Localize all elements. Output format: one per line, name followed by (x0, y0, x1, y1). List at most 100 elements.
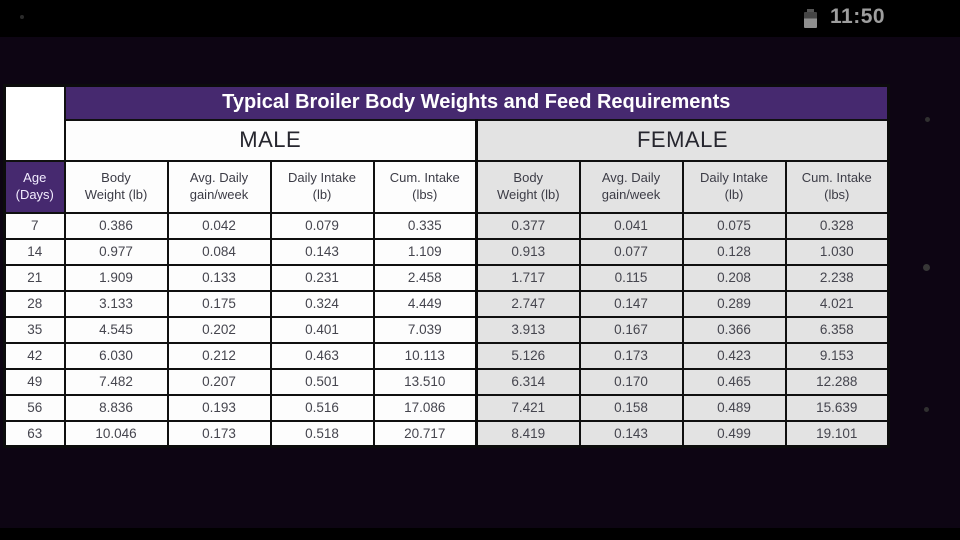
female-data-cell: 4.021 (784, 289, 890, 318)
female-data-cell: 15.639 (784, 393, 890, 422)
male-data-cell: 7.039 (372, 315, 478, 344)
age-header-line2: (Days) (15, 186, 54, 202)
male-data-cell: 0.386 (63, 211, 169, 240)
male-data-cell: 0.518 (269, 419, 375, 448)
female-data-cell: 9.153 (784, 341, 890, 370)
male-data-cell: 1.909 (63, 263, 169, 292)
female-cum-intake-header: Cum. Intake (lbs) (784, 159, 890, 214)
male-data-cell: 0.324 (269, 289, 375, 318)
female-data-cell: 0.158 (578, 393, 684, 422)
male-data-cell: 0.079 (269, 211, 375, 240)
column-header-row: Age (Days) Body Weight (lb) Avg. Daily g… (3, 159, 890, 214)
header-line: (lbs) (412, 186, 438, 202)
female-data-cell: 8.419 (475, 419, 581, 448)
female-data-cell: 6.314 (475, 367, 581, 396)
indicator-dot (925, 117, 930, 122)
male-data-cell: 0.143 (269, 237, 375, 266)
male-data-cell: 10.046 (63, 419, 169, 448)
age-cell: 21 (3, 263, 66, 292)
table-row: 56 8.836 0.193 0.516 17.086 7.421 0.158 0.489 15… (3, 393, 890, 422)
female-data-cell: 7.421 (475, 393, 581, 422)
female-data-cell: 1.717 (475, 263, 581, 292)
header-line: Weight (lb) (496, 186, 560, 202)
header-line: Cum. Intake (389, 169, 460, 185)
age-cell: 28 (3, 289, 66, 318)
female-data-cell: 0.167 (578, 315, 684, 344)
male-data-cell: 2.458 (372, 263, 478, 292)
male-data-cell: 0.463 (269, 341, 375, 370)
document-view: Typical Broiler Body Weights and Feed Re… (0, 37, 960, 528)
male-data-cell: 0.202 (166, 315, 272, 344)
header-line: Avg. Daily (189, 169, 249, 185)
male-cum-intake-header: Cum. Intake (lbs) (372, 159, 478, 214)
female-data-cell: 0.377 (475, 211, 581, 240)
female-data-cell: 1.030 (784, 237, 890, 266)
table-row: 49 7.482 0.207 0.501 13.510 6.314 0.170 0.465 12… (3, 367, 890, 396)
age-cell: 49 (3, 367, 66, 396)
male-daily-intake-header: Daily Intake (lb) (269, 159, 375, 214)
header-line: Body (101, 169, 131, 185)
table-row: 14 0.977 0.084 0.143 1.109 0.913 0.077 0.128 1.0… (3, 237, 890, 266)
broiler-weights-table: Typical Broiler Body Weights and Feed Re… (3, 84, 890, 448)
age-cell: 63 (3, 419, 66, 448)
female-data-cell: 5.126 (475, 341, 581, 370)
header-line: Body (513, 169, 544, 185)
header-line: Avg. Daily (601, 169, 661, 185)
male-data-cell: 4.449 (372, 289, 478, 318)
male-data-cell: 17.086 (372, 393, 478, 422)
female-data-cell: 0.465 (681, 367, 787, 396)
header-line: Weight (lb) (84, 186, 148, 202)
male-body-weight-header: Body Weight (lb) (63, 159, 169, 214)
table-row: 35 4.545 0.202 0.401 7.039 3.913 0.167 0.366 6.3… (3, 315, 890, 344)
male-data-cell: 6.030 (63, 341, 169, 370)
table-row: 42 6.030 0.212 0.463 10.113 5.126 0.173 0.423 9.… (3, 341, 890, 370)
header-line: Daily Intake (288, 169, 356, 185)
header-line: (lb) (724, 186, 744, 202)
female-daily-intake-header: Daily Intake (lb) (681, 159, 787, 214)
male-data-cell: 0.231 (269, 263, 375, 292)
title-row: Typical Broiler Body Weights and Feed Re… (3, 84, 890, 162)
female-data-cell: 0.366 (681, 315, 787, 344)
indicator-dot (924, 407, 929, 412)
female-data-cell: 0.173 (578, 341, 684, 370)
female-data-cell: 0.077 (578, 237, 684, 266)
female-data-cell: 0.208 (681, 263, 787, 292)
male-data-cell: 8.836 (63, 393, 169, 422)
status-dot (20, 15, 24, 19)
female-data-cell: 0.328 (784, 211, 890, 240)
female-data-cell: 0.170 (578, 367, 684, 396)
female-data-cell: 6.358 (784, 315, 890, 344)
age-cell: 42 (3, 341, 66, 370)
table-row: 28 3.133 0.175 0.324 4.449 2.747 0.147 0.289 4.0… (3, 289, 890, 318)
male-data-cell: 0.173 (166, 419, 272, 448)
table-title: Typical Broiler Body Weights and Feed Re… (63, 84, 890, 121)
female-data-cell: 19.101 (784, 419, 890, 448)
indicator-dot (923, 264, 930, 271)
section-row: MALE FEMALE (5, 118, 890, 162)
female-data-cell: 12.288 (784, 367, 890, 396)
female-data-cell: 0.499 (681, 419, 787, 448)
table-row: 63 10.046 0.173 0.518 20.717 8.419 0.143 0.499 1… (3, 419, 890, 448)
age-cell: 56 (3, 393, 66, 422)
female-data-cell: 0.075 (681, 211, 787, 240)
female-data-cell: 0.128 (681, 237, 787, 266)
male-avg-daily-gain-header: Avg. Daily gain/week (166, 159, 272, 214)
female-data-cell: 0.041 (578, 211, 684, 240)
male-data-cell: 20.717 (372, 419, 478, 448)
male-data-cell: 0.042 (166, 211, 272, 240)
header-line: Cum. Intake (801, 169, 872, 185)
age-cell: 14 (3, 237, 66, 266)
female-data-cell: 0.913 (475, 237, 581, 266)
male-data-cell: 1.109 (372, 237, 478, 266)
table-row: 21 1.909 0.133 0.231 2.458 1.717 0.115 0.208 2.2… (3, 263, 890, 292)
male-data-cell: 3.133 (63, 289, 169, 318)
male-data-cell: 0.401 (269, 315, 375, 344)
age-cell: 35 (3, 315, 66, 344)
male-data-cell: 13.510 (372, 367, 478, 396)
status-bar: 11:50 (0, 0, 960, 37)
battery-icon (804, 9, 817, 28)
header-line: (lbs) (824, 186, 850, 202)
female-data-cell: 0.423 (681, 341, 787, 370)
female-data-cell: 0.489 (681, 393, 787, 422)
female-avg-daily-gain-header: Avg. Daily gain/week (578, 159, 684, 214)
